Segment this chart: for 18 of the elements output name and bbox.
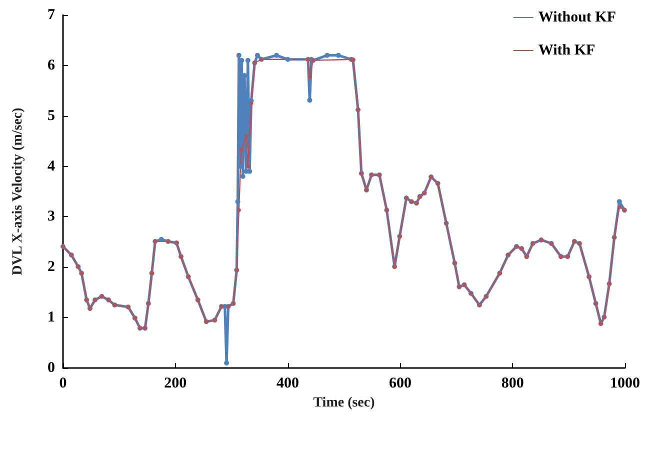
legend-label: Without KF xyxy=(538,10,616,26)
x-tick-label: 800 xyxy=(501,376,524,392)
y-tick-label: 4 xyxy=(48,158,56,174)
y-tick-label: 7 xyxy=(48,7,56,23)
y-axis-title: DVL X-axis Velocity (m/sec) xyxy=(10,107,26,276)
x-tick-label: 0 xyxy=(59,376,67,392)
legend-label: With KF xyxy=(538,42,596,58)
x-axis-title: Time (sec) xyxy=(313,396,376,410)
y-tick-label: 3 xyxy=(48,208,55,225)
y-tick-label: 1 xyxy=(48,310,55,326)
y-tick-label: 0 xyxy=(48,360,55,376)
y-tick-label: 2 xyxy=(48,259,55,276)
x-tick-label: 600 xyxy=(388,376,412,392)
x-tick-label: 200 xyxy=(164,376,187,392)
y-tick-label: 6 xyxy=(48,57,56,74)
y-tick-label: 5 xyxy=(48,108,55,124)
x-tick-label: 1000 xyxy=(610,376,640,392)
x-tick-label: 400 xyxy=(276,376,300,392)
